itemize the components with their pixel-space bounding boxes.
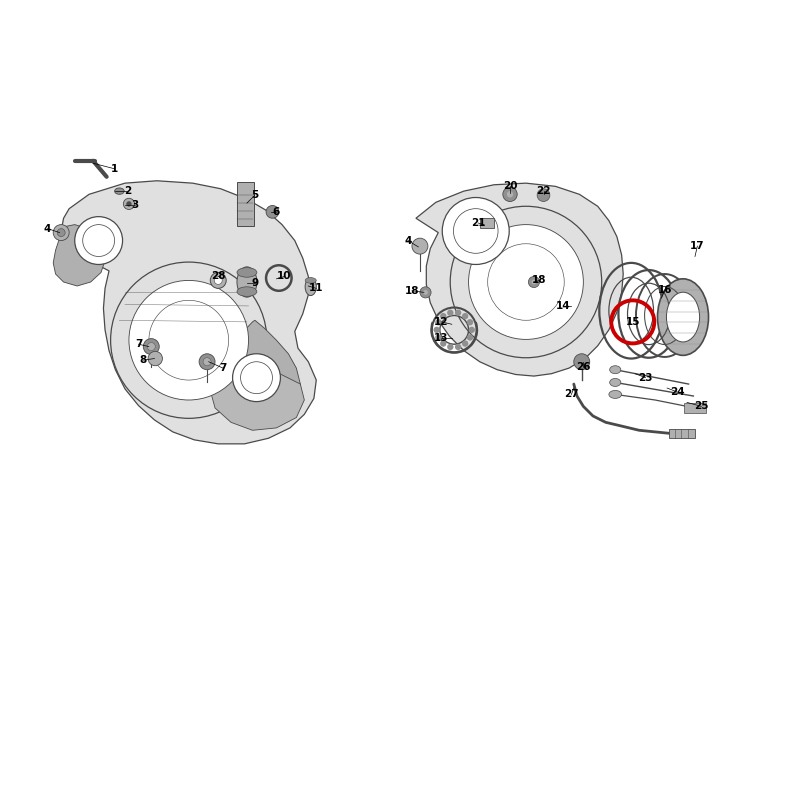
Circle shape — [129, 281, 249, 400]
Text: 5: 5 — [251, 190, 258, 200]
Text: 14: 14 — [556, 301, 570, 311]
Circle shape — [454, 209, 498, 254]
Polygon shape — [416, 183, 623, 376]
Circle shape — [537, 189, 550, 202]
Circle shape — [450, 206, 602, 358]
Text: 4: 4 — [404, 235, 412, 246]
Polygon shape — [211, 320, 300, 422]
Text: 10: 10 — [277, 271, 292, 282]
Circle shape — [440, 313, 446, 319]
Circle shape — [148, 351, 162, 366]
Circle shape — [435, 319, 442, 326]
Bar — [684, 403, 706, 413]
Circle shape — [203, 358, 211, 366]
Text: 4: 4 — [44, 223, 51, 234]
Circle shape — [467, 319, 474, 326]
Bar — [480, 218, 494, 228]
Text: 7: 7 — [135, 339, 142, 349]
Circle shape — [528, 277, 539, 287]
Circle shape — [123, 198, 134, 210]
Circle shape — [420, 286, 431, 298]
Text: 12: 12 — [434, 317, 449, 327]
Circle shape — [488, 244, 564, 320]
Text: 17: 17 — [690, 241, 705, 251]
Text: 8: 8 — [140, 355, 147, 365]
Circle shape — [423, 290, 428, 294]
Circle shape — [531, 280, 536, 285]
Ellipse shape — [609, 390, 622, 398]
Ellipse shape — [610, 378, 621, 386]
Circle shape — [54, 225, 69, 241]
Circle shape — [455, 310, 462, 316]
Text: 25: 25 — [694, 402, 709, 411]
Circle shape — [447, 310, 454, 316]
Ellipse shape — [610, 366, 621, 374]
Ellipse shape — [237, 267, 257, 297]
Circle shape — [199, 354, 215, 370]
Circle shape — [143, 338, 159, 354]
Circle shape — [467, 334, 474, 341]
Circle shape — [82, 225, 114, 257]
Circle shape — [574, 354, 590, 370]
Text: 26: 26 — [576, 362, 590, 371]
Circle shape — [503, 187, 517, 202]
Circle shape — [412, 238, 428, 254]
Circle shape — [434, 326, 440, 333]
Circle shape — [147, 342, 155, 350]
Circle shape — [455, 344, 462, 350]
Circle shape — [440, 340, 446, 346]
Text: 24: 24 — [670, 387, 685, 397]
Text: 20: 20 — [502, 182, 518, 191]
Ellipse shape — [666, 292, 699, 342]
Text: 11: 11 — [309, 283, 323, 294]
Circle shape — [469, 225, 583, 339]
Circle shape — [447, 344, 454, 350]
Bar — [237, 182, 254, 226]
Circle shape — [149, 300, 229, 380]
Circle shape — [126, 202, 131, 206]
Text: 18: 18 — [532, 275, 546, 286]
Text: 7: 7 — [219, 363, 226, 373]
Circle shape — [266, 206, 279, 218]
Circle shape — [233, 354, 281, 402]
Text: 28: 28 — [211, 271, 226, 282]
Polygon shape — [54, 225, 105, 286]
Circle shape — [462, 340, 468, 346]
Circle shape — [110, 262, 267, 418]
Text: 15: 15 — [626, 317, 640, 327]
Circle shape — [214, 277, 222, 285]
Text: 9: 9 — [251, 278, 258, 288]
Ellipse shape — [114, 188, 124, 194]
Text: 6: 6 — [273, 207, 280, 217]
Circle shape — [507, 191, 514, 198]
Polygon shape — [210, 368, 304, 430]
Ellipse shape — [305, 278, 316, 295]
Circle shape — [57, 229, 65, 237]
Circle shape — [442, 198, 510, 265]
Text: 27: 27 — [564, 390, 578, 399]
Text: 13: 13 — [434, 333, 449, 343]
Bar — [670, 429, 695, 438]
Text: 22: 22 — [536, 186, 550, 196]
Text: 1: 1 — [111, 164, 118, 174]
Text: 3: 3 — [132, 200, 139, 210]
Text: 21: 21 — [471, 218, 486, 228]
Circle shape — [462, 313, 468, 319]
Ellipse shape — [237, 268, 257, 278]
Circle shape — [74, 217, 122, 265]
Circle shape — [241, 362, 273, 394]
Circle shape — [469, 326, 475, 333]
Text: 18: 18 — [405, 286, 419, 296]
Text: 16: 16 — [658, 285, 672, 295]
Ellipse shape — [658, 279, 709, 355]
Polygon shape — [61, 181, 316, 444]
Text: 2: 2 — [124, 186, 131, 196]
Text: 23: 23 — [638, 373, 653, 382]
Circle shape — [435, 334, 442, 341]
Ellipse shape — [237, 286, 257, 296]
Ellipse shape — [305, 278, 316, 283]
Circle shape — [210, 273, 226, 288]
